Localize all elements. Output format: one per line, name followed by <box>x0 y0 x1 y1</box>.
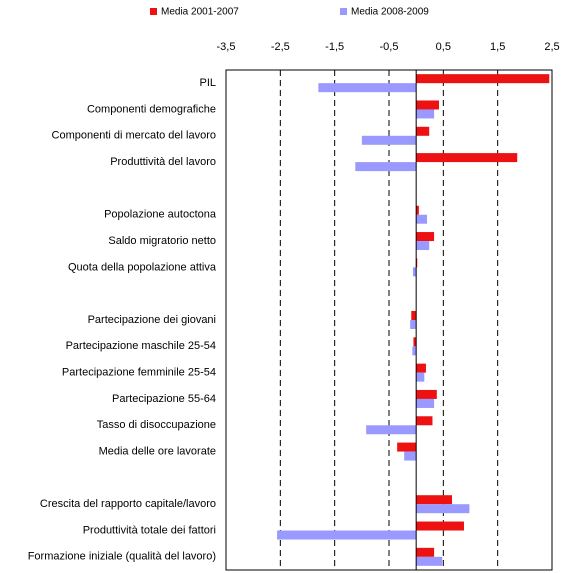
legend-label: Media 2001-2007 <box>161 7 239 18</box>
bar <box>355 162 417 172</box>
bar <box>416 495 453 505</box>
bar <box>416 363 426 373</box>
x-tick-label: -2,5 <box>271 41 290 53</box>
bar <box>416 547 435 557</box>
legend-label: Media 2008-2009 <box>351 7 429 18</box>
bar <box>416 556 443 566</box>
bar <box>416 372 425 382</box>
y-tick-label: Produttività del lavoro <box>110 156 216 168</box>
y-tick-label: Componenti demografiche <box>87 103 216 115</box>
bar <box>410 320 417 329</box>
x-tick-label: 2,5 <box>544 41 559 53</box>
bar <box>416 521 464 531</box>
bar <box>318 83 417 93</box>
y-tick-label: Quota della popolazione attiva <box>68 261 217 273</box>
bar <box>412 346 417 356</box>
y-tick-label: Partecipazione maschile 25-54 <box>66 340 216 352</box>
y-tick-label: PIL <box>199 77 216 89</box>
plot-border <box>225 69 553 571</box>
bar <box>416 416 433 426</box>
bar <box>411 311 417 320</box>
x-tick-label: 0,5 <box>436 41 451 53</box>
bar <box>361 135 417 145</box>
y-tick-label: Media delle ore lavorate <box>99 445 216 457</box>
y-tick-label: Formazione iniziale (qualità del lavoro) <box>28 551 216 563</box>
y-tick-label: Componenti di mercato del lavoro <box>52 130 216 142</box>
bar <box>416 398 435 408</box>
x-tick-label: 1,5 <box>490 41 505 53</box>
bar <box>413 337 417 347</box>
y-tick-label: Crescita del rapporto capitale/lavoro <box>40 498 216 510</box>
bar <box>416 214 428 224</box>
y-tick-label: Tasso di disoccupazione <box>97 419 216 431</box>
bar <box>277 530 417 540</box>
bar <box>416 100 439 110</box>
legend-swatch <box>150 8 157 15</box>
bar <box>412 267 417 277</box>
x-tick-label: -3,5 <box>217 41 236 53</box>
bar <box>416 232 435 242</box>
bar <box>366 425 417 435</box>
y-tick-label: Popolazione autoctona <box>104 209 217 221</box>
y-tick-label: Saldo migratorio netto <box>108 235 216 247</box>
y-tick-label: Partecipazione femminile 25-54 <box>62 367 216 379</box>
bar <box>416 153 518 163</box>
x-tick-label: -0,5 <box>380 41 399 53</box>
bar <box>416 389 437 399</box>
y-tick-label: Partecipazione 55-64 <box>112 393 216 405</box>
y-tick-label: Partecipazione dei giovani <box>88 314 216 326</box>
bar <box>397 442 417 452</box>
bar <box>416 109 435 119</box>
x-tick-label: -1,5 <box>325 41 344 53</box>
bar <box>416 241 430 251</box>
bar <box>416 74 550 84</box>
bar <box>404 451 417 461</box>
y-tick-label: Produttività totale dei fattori <box>83 524 216 536</box>
bar <box>416 258 418 268</box>
bar <box>416 504 470 514</box>
bar <box>416 126 430 136</box>
legend-swatch <box>340 8 347 15</box>
bar <box>416 205 419 215</box>
